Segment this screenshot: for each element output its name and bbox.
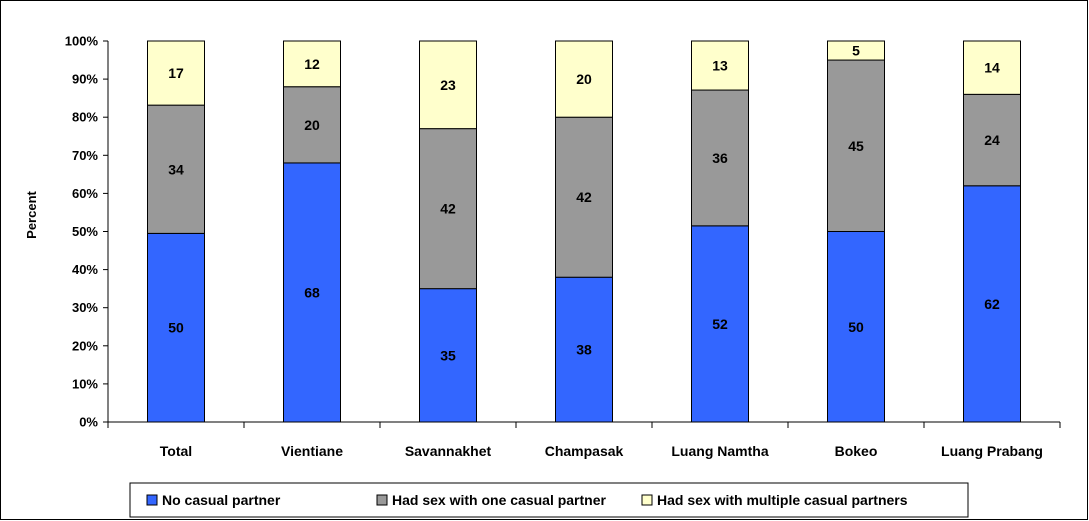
legend: No casual partner Had sex with one casual… [129,482,969,518]
y-tick-label: 90% [72,72,98,87]
legend-box [129,482,969,518]
data-label: 68 [304,284,320,300]
y-tick-label: 10% [72,376,98,391]
data-label: 62 [984,296,1000,312]
bar-segment [419,128,477,290]
bars-group: 50 34 17 68 20 12 35 42 23 38 42 20 52 36 13 50 45 5 62 24 1… [147,40,1021,423]
legend-label: Had sex with multiple casual partners [657,492,908,508]
bar-segment [147,104,205,234]
data-label: 13 [712,58,728,74]
bar-segment [963,185,1021,423]
data-label: 50 [168,320,184,336]
y-tick-label: 30% [72,300,98,315]
data-label: 38 [576,342,592,358]
data-label: 52 [712,316,728,332]
data-label: 5 [852,43,860,59]
bar-segment [827,40,885,61]
x-category-label: Vientiane [281,443,343,459]
bar-segment [283,162,341,423]
bar-segment [691,225,749,423]
data-label: 23 [440,77,456,93]
y-tick-label: 40% [72,262,98,277]
y-tick-label: 70% [72,148,98,163]
y-tick-label: 50% [72,224,98,239]
y-tick-label: 0% [79,415,98,430]
y-tick-label: 60% [72,186,98,201]
bar-segment [147,40,205,106]
bar-segment [963,93,1021,187]
data-label: 20 [304,117,320,133]
legend-swatch [641,494,653,506]
y-tick-label: 20% [72,338,98,353]
legend-label: Had sex with one casual partner [392,492,607,508]
bar-segment [283,86,341,164]
legend-swatch [146,494,158,506]
data-label: 20 [576,71,592,87]
bar-segment [691,89,749,227]
legend-label: No casual partner [162,492,281,508]
data-label: 45 [848,138,864,154]
data-label: 17 [168,65,184,81]
x-category-label: Luang Prabang [941,443,1043,459]
x-category-label: Luang Namtha [671,443,768,459]
x-category-label: Bokeo [835,443,878,459]
x-axis: Total Vientiane Savannakhet Champasak Luang … [107,421,1061,459]
y-tick-label: 80% [72,110,98,125]
y-axis: 0% 10% 20% 30% 40% 50% 60% 70% 80% 90% 100% [65,34,109,430]
data-label: 36 [712,150,728,166]
data-label: 35 [440,347,456,363]
bar-segment [419,40,477,130]
bar-segment [555,276,613,423]
bar-segment [555,40,613,118]
data-label: 50 [848,319,864,335]
data-label: 24 [984,132,1000,148]
x-category-label: Champasak [545,443,624,459]
bar-segment [827,231,885,423]
bar-segment [555,116,613,278]
y-axis-title: Percent [24,190,39,238]
y-tick-label: 100% [65,34,99,49]
data-label: 12 [304,56,320,72]
bar-segment [827,59,885,232]
data-label: 42 [440,201,456,217]
data-label: 14 [984,60,1000,76]
data-label: 34 [168,161,184,177]
bar-segment [963,40,1021,95]
x-category-label: Savannakhet [405,443,492,459]
x-category-label: Total [160,443,192,459]
bar-segment [283,40,341,88]
legend-swatch [376,494,388,506]
data-label: 42 [576,189,592,205]
bar-segment [691,40,749,91]
